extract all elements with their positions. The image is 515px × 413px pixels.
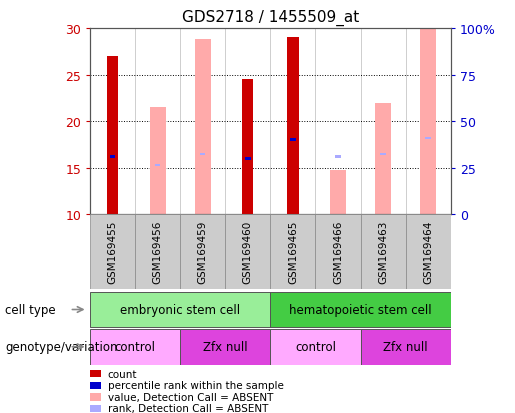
Text: rank, Detection Call = ABSENT: rank, Detection Call = ABSENT	[108, 404, 268, 413]
Bar	[380, 153, 386, 156]
Text: genotype/variation: genotype/variation	[5, 340, 117, 354]
Text: GSM169463: GSM169463	[378, 220, 388, 284]
FancyBboxPatch shape	[90, 292, 270, 328]
Bar	[425, 138, 431, 140]
Bar	[290, 139, 296, 142]
FancyBboxPatch shape	[90, 329, 180, 365]
Text: value, Detection Call = ABSENT: value, Detection Call = ABSENT	[108, 392, 273, 402]
FancyBboxPatch shape	[90, 215, 135, 289]
FancyBboxPatch shape	[360, 215, 406, 289]
Bar	[110, 156, 115, 159]
Text: control: control	[115, 340, 156, 354]
FancyBboxPatch shape	[360, 329, 451, 365]
Bar	[90, 405, 101, 412]
Text: control: control	[295, 340, 336, 354]
Text: cell type: cell type	[5, 303, 56, 316]
Bar	[420, 29, 436, 215]
FancyBboxPatch shape	[270, 292, 451, 328]
Text: embryonic stem cell: embryonic stem cell	[120, 303, 241, 316]
Text: GSM169460: GSM169460	[243, 221, 253, 283]
Bar	[335, 156, 341, 158]
Bar	[150, 108, 166, 215]
Bar	[90, 393, 101, 401]
Title: GDS2718 / 1455509_at: GDS2718 / 1455509_at	[182, 10, 359, 26]
Text: percentile rank within the sample: percentile rank within the sample	[108, 380, 284, 390]
Bar	[90, 382, 101, 389]
FancyBboxPatch shape	[226, 215, 270, 289]
Bar	[90, 370, 101, 377]
Text: GSM169459: GSM169459	[198, 220, 208, 284]
Bar	[245, 158, 250, 160]
Bar	[375, 103, 391, 215]
Bar	[195, 40, 211, 215]
Text: GSM169464: GSM169464	[423, 220, 433, 284]
FancyBboxPatch shape	[315, 215, 360, 289]
Bar	[155, 164, 160, 167]
Text: GSM169455: GSM169455	[108, 220, 117, 284]
FancyBboxPatch shape	[180, 215, 226, 289]
FancyBboxPatch shape	[406, 215, 451, 289]
Text: Zfx null: Zfx null	[203, 340, 248, 354]
Bar	[242, 80, 253, 215]
FancyBboxPatch shape	[180, 329, 270, 365]
Bar	[107, 57, 118, 215]
FancyBboxPatch shape	[135, 215, 180, 289]
FancyBboxPatch shape	[270, 329, 360, 365]
Text: Zfx null: Zfx null	[383, 340, 428, 354]
Bar	[200, 153, 205, 156]
Bar	[287, 38, 299, 215]
Bar	[330, 171, 346, 215]
Text: GSM169466: GSM169466	[333, 220, 343, 284]
Text: GSM169465: GSM169465	[288, 220, 298, 284]
Text: GSM169456: GSM169456	[153, 220, 163, 284]
Text: hematopoietic stem cell: hematopoietic stem cell	[289, 303, 432, 316]
Text: count: count	[108, 369, 137, 379]
FancyBboxPatch shape	[270, 215, 315, 289]
